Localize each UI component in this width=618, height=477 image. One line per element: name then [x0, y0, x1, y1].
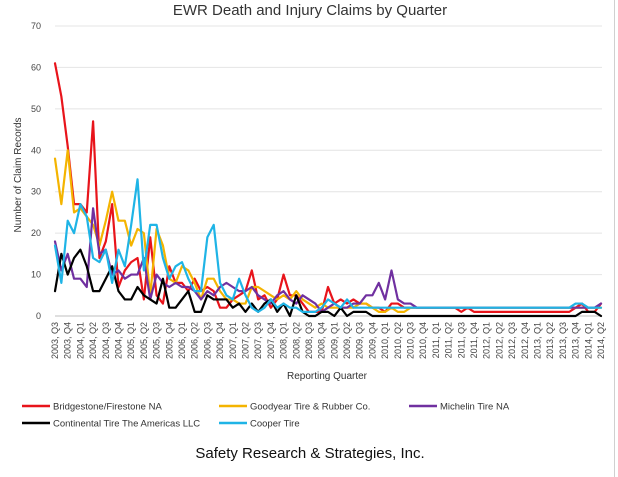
legend-label: Cooper Tire: [250, 419, 300, 430]
x-tick-label: 2007, Q4: [266, 322, 276, 359]
x-tick-label: 2008, Q4: [317, 322, 327, 359]
x-tick-label: 2010, Q4: [418, 322, 428, 359]
y-axis-ticks: 0 10 20 30 40 50 60 70: [31, 21, 41, 321]
footer-credit: Safety Research & Strategies, Inc.: [195, 445, 424, 462]
x-tick-label: 2014, Q1: [583, 322, 593, 359]
x-tick-label: 2007, Q2: [240, 322, 250, 359]
x-tick-label: 2003, Q3: [50, 322, 60, 359]
x-tick-label: 2011, Q2: [444, 322, 454, 358]
x-tick-label: 2009, Q1: [329, 322, 339, 359]
legend-label: Bridgestone/Firestone NA: [53, 402, 162, 413]
x-tick-label: 2011, Q3: [456, 322, 466, 358]
legend-label: Continental Tire The Americas LLC: [53, 419, 200, 430]
series-line: [53, 248, 603, 318]
y-axis-label: Number of Claim Records: [13, 117, 24, 232]
x-tick-label: 2006, Q3: [202, 322, 212, 359]
x-tick-label: 2003, Q4: [63, 322, 73, 359]
x-tick-label: 2012, Q2: [494, 322, 504, 359]
x-tick-label: 2010, Q2: [393, 322, 403, 359]
y-tick-label: 10: [31, 270, 41, 280]
x-tick-label: 2006, Q4: [215, 322, 225, 359]
x-tick-label: 2014, Q2: [596, 322, 606, 359]
series-line: [53, 178, 603, 313]
x-tick-label: 2008, Q2: [291, 322, 301, 359]
x-tick-label: 2011, Q4: [469, 322, 479, 358]
y-tick-label: 40: [31, 145, 41, 155]
y-tick-label: 20: [31, 228, 41, 238]
x-tick-label: 2013, Q3: [558, 322, 568, 359]
x-tick-label: 2004, Q1: [75, 322, 85, 359]
x-axis-label: Reporting Quarter: [287, 371, 368, 382]
x-tick-label: 2010, Q3: [406, 322, 416, 359]
y-tick-label: 60: [31, 62, 41, 72]
x-tick-label: 2005, Q2: [139, 322, 149, 359]
x-tick-label: 2009, Q2: [342, 322, 352, 359]
x-tick-label: 2006, Q2: [190, 322, 200, 359]
gridlines: [55, 25, 602, 317]
x-axis-ticks: 2003, Q3 2003, Q4 2004, Q1 2004, Q2 2004, Q3…: [50, 322, 606, 359]
x-tick-label: 2009, Q3: [355, 322, 365, 359]
x-tick-label: 2013, Q2: [545, 322, 555, 359]
x-tick-label: 2013, Q4: [571, 322, 581, 359]
x-tick-label: 2005, Q1: [126, 322, 136, 359]
x-tick-label: 2006, Q1: [177, 322, 187, 359]
x-tick-label: 2007, Q3: [253, 322, 263, 359]
x-tick-label: 2009, Q4: [367, 322, 377, 359]
x-tick-label: 2013, Q1: [533, 322, 543, 359]
legend-label: Goodyear Tire & Rubber Co.: [250, 402, 370, 413]
x-tick-label: 2007, Q1: [228, 322, 238, 359]
x-tick-label: 2010, Q1: [380, 322, 390, 359]
chart-title: EWR Death and Injury Claims by Quarter: [173, 2, 447, 19]
x-tick-label: 2004, Q4: [113, 322, 123, 359]
x-tick-label: 2004, Q2: [88, 322, 98, 359]
x-tick-label: 2012, Q3: [507, 322, 517, 359]
right-border: [614, 0, 615, 477]
x-tick-label: 2011, Q1: [431, 322, 441, 358]
series-lines: [53, 62, 603, 318]
x-tick-label: 2008, Q1: [279, 322, 289, 359]
x-tick-label: 2012, Q4: [520, 322, 530, 359]
y-tick-label: 70: [31, 21, 41, 31]
y-tick-label: 50: [31, 104, 41, 114]
y-tick-label: 0: [36, 311, 41, 321]
x-tick-label: 2004, Q3: [101, 322, 111, 359]
x-tick-label: 2005, Q3: [152, 322, 162, 359]
x-tick-label: 2005, Q4: [164, 322, 174, 359]
y-tick-label: 30: [31, 187, 41, 197]
x-tick-label: 2008, Q3: [304, 322, 314, 359]
legend-label: Michelin Tire NA: [440, 402, 510, 413]
legend: Bridgestone/Firestone NA Goodyear Tire & …: [22, 402, 510, 430]
x-tick-label: 2012, Q1: [482, 322, 492, 359]
